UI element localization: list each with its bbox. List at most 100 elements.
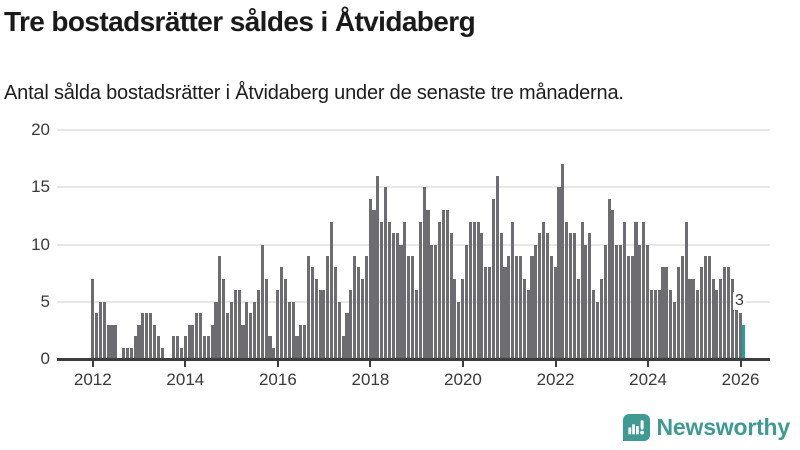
bar <box>368 198 372 359</box>
bar <box>156 336 160 359</box>
bar <box>584 244 588 359</box>
bar <box>145 313 149 359</box>
bar <box>129 347 133 359</box>
bar <box>326 255 330 359</box>
bar <box>310 267 314 359</box>
bar <box>218 255 222 359</box>
bar <box>229 301 233 359</box>
bar <box>414 290 418 359</box>
bar <box>688 278 692 359</box>
bar <box>345 313 349 359</box>
bar <box>249 313 253 359</box>
bar <box>619 244 623 359</box>
bar <box>518 255 522 359</box>
bar <box>653 290 657 359</box>
x-axis-tick <box>461 361 464 367</box>
bar <box>526 290 530 359</box>
x-axis-tick <box>739 361 742 367</box>
bar <box>141 313 145 359</box>
bar <box>106 324 110 359</box>
bar <box>114 324 118 359</box>
bar <box>464 244 469 359</box>
bar <box>253 301 257 359</box>
bar <box>649 290 653 359</box>
bar <box>264 278 268 359</box>
bar <box>422 187 426 359</box>
x-axis-label: 2012 <box>73 370 112 389</box>
bar <box>357 267 361 359</box>
bar <box>353 255 357 359</box>
bar <box>630 255 634 359</box>
highlighted-bar <box>742 324 746 359</box>
bar <box>592 290 596 359</box>
bar <box>395 233 399 359</box>
bar <box>457 301 461 359</box>
bar <box>233 290 237 359</box>
bar <box>110 324 114 359</box>
bar <box>453 278 457 359</box>
bar <box>588 233 592 359</box>
bar <box>418 221 422 359</box>
bar <box>318 290 322 359</box>
bar <box>283 278 287 359</box>
bar <box>407 255 411 359</box>
bar <box>615 244 619 359</box>
bar <box>291 301 295 359</box>
bar <box>399 244 403 359</box>
bar <box>661 267 665 359</box>
bar <box>673 301 677 359</box>
brand-logo: Newsworthy <box>622 412 791 442</box>
x-axis-line <box>57 358 770 361</box>
brand-name: Newsworthy <box>656 413 791 440</box>
x-axis-label: 2022 <box>536 370 575 389</box>
bar <box>384 187 388 359</box>
gridline <box>57 243 770 246</box>
bar <box>553 267 557 359</box>
bar <box>333 267 338 359</box>
bar <box>410 255 415 359</box>
x-axis-tick <box>184 361 187 367</box>
bar <box>279 267 284 359</box>
bar <box>719 278 723 359</box>
bar <box>549 255 553 359</box>
bar <box>572 233 576 359</box>
bar <box>160 347 164 359</box>
bar <box>703 255 707 359</box>
bar <box>499 233 503 359</box>
bar <box>534 244 538 359</box>
bar <box>322 290 326 359</box>
bar <box>680 255 684 359</box>
bar <box>449 233 453 359</box>
bar <box>699 267 704 359</box>
x-axis-tick <box>554 361 557 367</box>
bar <box>341 336 345 359</box>
bar <box>580 221 584 359</box>
bar <box>522 278 526 359</box>
bar <box>183 336 187 359</box>
y-axis-label: 5 <box>40 291 50 311</box>
bar <box>241 324 245 359</box>
bar <box>102 301 106 359</box>
bar <box>133 336 137 359</box>
bar <box>726 267 731 359</box>
bar <box>542 221 546 359</box>
bar <box>125 347 129 359</box>
bar <box>511 221 515 359</box>
bar <box>152 324 156 359</box>
bar <box>684 221 688 359</box>
bar <box>202 336 207 359</box>
bar <box>210 324 214 359</box>
x-axis-tick <box>647 361 650 367</box>
bar <box>503 267 507 359</box>
bar <box>476 221 480 359</box>
bar <box>669 290 673 359</box>
x-axis-label: 2018 <box>351 370 390 389</box>
bar <box>557 187 561 359</box>
bar <box>179 347 183 359</box>
x-axis-label: 2020 <box>444 370 482 389</box>
bar <box>734 301 738 359</box>
bar <box>545 233 549 359</box>
bar <box>376 175 380 359</box>
x-axis-label: 2014 <box>166 370 205 389</box>
